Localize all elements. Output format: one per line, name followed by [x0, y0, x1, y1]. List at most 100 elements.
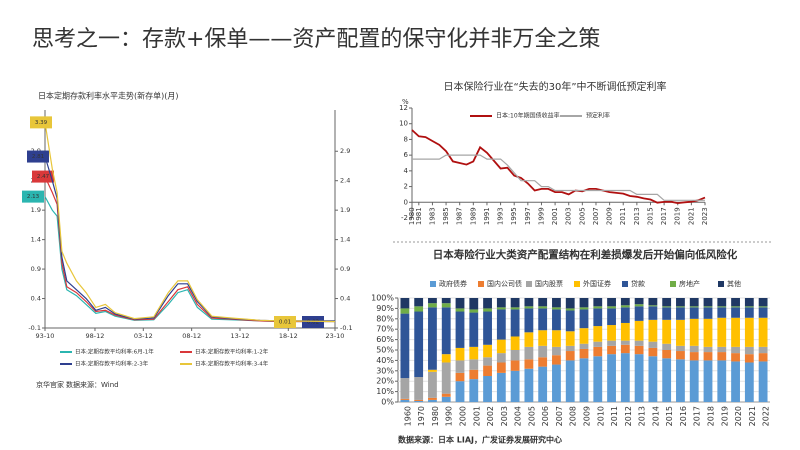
bar-segment	[441, 354, 451, 363]
y-tick-label: 40%	[376, 356, 394, 365]
bar-segment	[524, 346, 534, 360]
x-tick-label: 2013	[638, 406, 647, 426]
bar-segment	[620, 340, 630, 345]
bar-segment	[648, 306, 658, 320]
bar-segment	[510, 350, 520, 361]
legend-label: 日本:定期存款平均利率:2-3年	[75, 360, 149, 368]
x-tick-label: 2021	[687, 207, 695, 225]
bar-segment	[510, 298, 520, 308]
bar-segment	[662, 358, 672, 402]
bar-segment	[524, 308, 534, 333]
legend-label: 外国证券	[583, 279, 611, 288]
bar-segment	[593, 308, 603, 327]
bar-segment	[620, 353, 630, 402]
x-tick-label: 1989	[469, 207, 477, 225]
x-tick-label: 1993	[497, 207, 505, 225]
bar-segment	[455, 381, 465, 402]
series-line	[44, 122, 336, 323]
x-tick-label: 2008	[569, 406, 578, 426]
bar-segment	[703, 352, 713, 361]
x-tick-label: 03-12	[134, 332, 153, 340]
x-tick-label: 1987	[456, 207, 464, 225]
bar-segment	[469, 379, 479, 402]
y-tick-label-right: 0.9	[340, 265, 350, 273]
legend-label: 政府债券	[439, 279, 467, 288]
x-tick-label: 2011	[610, 406, 619, 426]
x-tick-label: 1985	[442, 207, 450, 225]
x-tick-label: 1970	[417, 406, 426, 426]
bar-segment	[441, 393, 451, 397]
bar-segment	[538, 357, 548, 367]
bar-segment	[744, 306, 754, 308]
legend-label: 日本:定期存款平均利率:3-4年	[195, 360, 269, 368]
y-tick-label: 60%	[376, 335, 394, 344]
bar-segment	[593, 306, 603, 309]
bar-segment	[483, 376, 492, 402]
x-tick-label: 2000	[459, 406, 468, 426]
bar-segment	[662, 350, 672, 359]
legend-label: 日本:10年期国债收益率	[496, 112, 560, 120]
bar-segment	[758, 298, 768, 307]
bar-segment	[565, 360, 575, 402]
bar-segment	[483, 298, 492, 309]
bar-segment	[758, 346, 768, 354]
bar-segment	[579, 298, 589, 308]
y-tick-label: 100%	[371, 294, 394, 303]
x-tick-label: 2012	[624, 406, 633, 426]
x-tick-label: 2001	[551, 207, 559, 225]
legend-swatch	[670, 281, 676, 287]
bar-segment	[483, 311, 492, 345]
legend-label: 日本:定期存款平均利率:1-2年	[195, 348, 269, 356]
bar-segment	[414, 311, 424, 378]
legend-swatch	[526, 281, 532, 287]
bar-segment	[455, 347, 465, 361]
bar-segment	[620, 322, 630, 341]
bar-segment	[758, 307, 768, 318]
x-tick-label: 2015	[646, 207, 654, 225]
bar-segment	[593, 326, 603, 342]
bar-segment	[510, 370, 520, 402]
x-tick-label: 93-10	[36, 332, 55, 340]
bar-segment	[538, 330, 548, 346]
x-tick-label: 1999	[537, 207, 545, 225]
bar-segment	[607, 345, 616, 355]
bar-segment	[400, 399, 410, 402]
bar-segment	[483, 365, 492, 376]
bar-segment	[717, 360, 727, 402]
legend-swatch	[478, 281, 484, 287]
x-tick-label: 2009	[583, 406, 592, 426]
bar-segment	[441, 298, 451, 304]
bar-segment	[455, 311, 465, 348]
bar-segment	[483, 344, 492, 358]
bar-segment	[620, 344, 630, 354]
bar-segment	[648, 356, 658, 402]
bar-segment	[717, 317, 727, 347]
bar-segment	[648, 305, 658, 307]
bar-segment	[648, 298, 658, 306]
bar-segment	[469, 298, 479, 310]
bar-segment	[593, 341, 603, 347]
bar-segment	[441, 303, 451, 308]
bar-segment	[703, 318, 713, 347]
logo: 京华官家	[36, 380, 64, 389]
bar-segment	[689, 298, 699, 307]
x-tick-label: 1990	[445, 406, 454, 426]
x-tick-label: 1995	[510, 207, 518, 225]
bar-segment	[428, 307, 437, 370]
bar-segment	[689, 360, 699, 402]
series-line	[411, 129, 706, 205]
x-tick-label: 2015	[665, 406, 674, 426]
bar-segment	[455, 298, 465, 309]
bar-segment	[579, 328, 589, 344]
bar-segment	[469, 359, 479, 370]
bar-segment	[634, 340, 644, 346]
bar-segment	[524, 332, 534, 347]
bar-segment	[414, 306, 424, 312]
bar-segment	[510, 336, 520, 350]
x-tick-label: 2016	[679, 406, 688, 426]
bar-segment	[496, 372, 506, 402]
bar-segment	[676, 306, 685, 308]
x-tick-label: 2011	[619, 207, 627, 225]
legend-label: 国内公司债	[487, 279, 522, 288]
bar-segment	[648, 341, 658, 348]
